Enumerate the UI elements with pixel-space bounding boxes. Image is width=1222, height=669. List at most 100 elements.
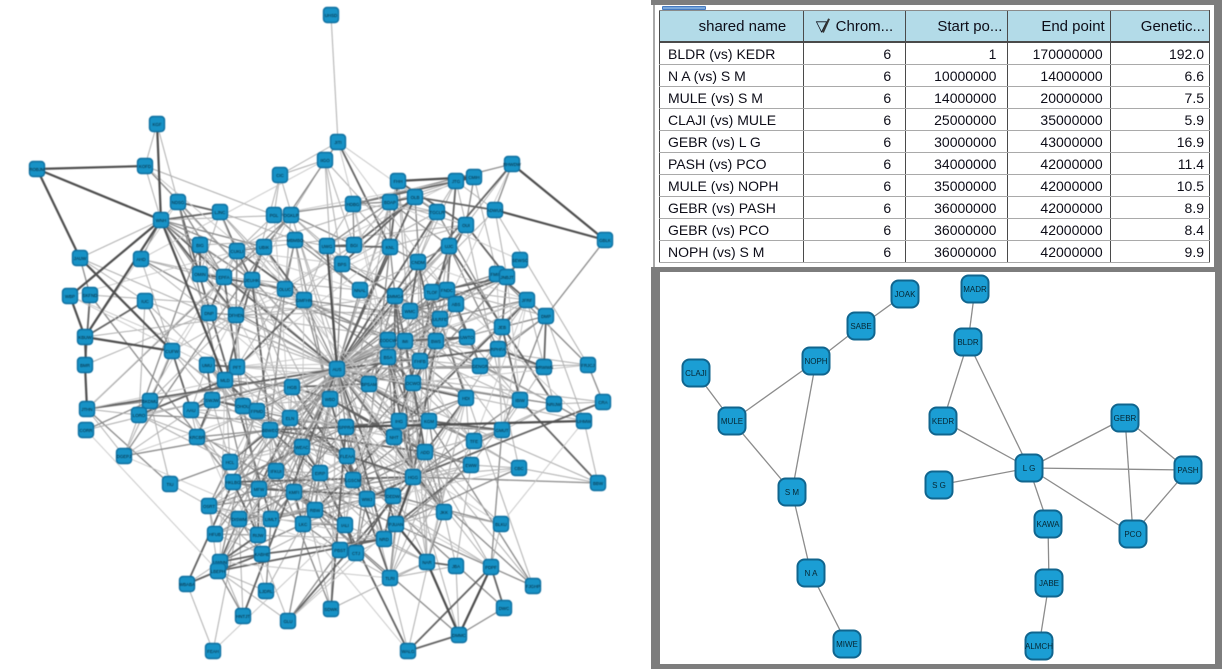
svg-text:UHMW: UHMW <box>577 419 592 424</box>
svg-text:GLU: GLU <box>283 619 292 624</box>
svg-text:OMIN: OMIN <box>194 272 205 277</box>
svg-text:FRJCJ: FRJCJ <box>581 363 594 368</box>
svg-text:GBLK: GBLK <box>599 238 611 243</box>
svg-text:TIU: TIU <box>166 482 173 487</box>
svg-text:TGCLR: TGCLR <box>430 210 445 215</box>
svg-text:WBABA: WBABA <box>179 582 195 587</box>
svg-text:BDAP: BDAP <box>384 200 396 205</box>
svg-text:NOPH: NOPH <box>804 357 827 366</box>
svg-text:CLAJI: CLAJI <box>685 369 707 378</box>
svg-text:S M: S M <box>785 488 800 497</box>
svg-text:DISWM: DISWM <box>231 517 246 522</box>
svg-text:DNP: DNP <box>204 311 213 316</box>
svg-text:WALG: WALG <box>402 649 415 654</box>
svg-text:ADWUU: ADWUU <box>487 208 504 213</box>
svg-text:OUI: OUI <box>462 223 470 228</box>
svg-text:NDSG: NDSG <box>172 200 185 205</box>
svg-text:FPMD: FPMD <box>251 409 263 414</box>
svg-text:FNDC: FNDC <box>441 288 453 293</box>
svg-text:MFW: MFW <box>254 487 265 492</box>
svg-text:FLEAA: FLEAA <box>340 454 354 459</box>
svg-text:CBC: CBC <box>514 466 523 471</box>
svg-text:EIRP: EIRP <box>315 471 325 476</box>
svg-text:ULRFE: ULRFE <box>433 317 447 322</box>
svg-text:OFHEN: OFHEN <box>228 313 243 318</box>
svg-text:NNAL: NNAL <box>354 288 366 293</box>
svg-text:DMMC: DMMC <box>452 633 466 638</box>
svg-text:DMP: DMP <box>541 314 551 319</box>
svg-text:LBEPH: LBEPH <box>211 569 225 574</box>
svg-text:PASH: PASH <box>1177 466 1198 475</box>
svg-text:HGB: HGB <box>287 385 297 390</box>
svg-text:CIC: CIC <box>276 173 284 178</box>
svg-text:TLRI: TLRI <box>385 576 395 581</box>
svg-text:PJUAN: PJUAN <box>389 522 403 527</box>
svg-text:OCWO: OCWO <box>406 381 421 386</box>
svg-text:OHOU: OHOU <box>236 404 249 409</box>
svg-text:GEBR: GEBR <box>1114 414 1137 423</box>
svg-text:BMR: BMR <box>80 363 90 368</box>
svg-text:ROBJM: ROBJM <box>29 167 45 172</box>
svg-text:JKK: JKK <box>440 510 448 515</box>
svg-text:HDBG: HDBG <box>347 202 360 207</box>
svg-text:BPSAM: BPSAM <box>361 382 377 387</box>
svg-text:LJDRL: LJDRL <box>259 589 273 594</box>
svg-text:JFRF: JFRF <box>522 298 533 303</box>
svg-text:SKFND: SKFND <box>83 293 98 298</box>
svg-text:LORO: LORO <box>133 413 146 418</box>
svg-text:CUKLI: CUKLI <box>231 249 244 254</box>
svg-text:LJNC: LJNC <box>215 210 226 215</box>
svg-text:OGKLP: OGKLP <box>283 213 298 218</box>
svg-text:GMMGA: GMMGA <box>386 294 403 299</box>
svg-text:KGM: KGM <box>424 419 434 424</box>
svg-text:KAWA: KAWA <box>1037 520 1061 529</box>
svg-text:NAR: NAR <box>422 560 431 565</box>
svg-text:BKDMU: BKDMU <box>142 399 158 404</box>
svg-text:WEAC: WEAC <box>295 445 308 450</box>
svg-text:IHG: IHG <box>395 419 403 424</box>
svg-text:TLOF: TLOF <box>426 290 438 295</box>
svg-text:UMU: UMU <box>202 363 212 368</box>
svg-text:RIJW: RIJW <box>253 533 265 538</box>
svg-text:JEB: JEB <box>498 325 506 330</box>
svg-text:RBW: RBW <box>310 508 321 513</box>
svg-text:RPHFA: RPHFA <box>491 347 506 352</box>
svg-text:HGG: HGG <box>408 475 419 480</box>
svg-text:CUFW: CUFW <box>165 349 179 354</box>
svg-text:PBST: PBST <box>334 548 346 553</box>
svg-text:N A: N A <box>805 569 819 578</box>
svg-text:JTG: JTG <box>452 179 461 184</box>
svg-text:MBMBO: MBMBO <box>287 238 304 243</box>
svg-text:ALMCH: ALMCH <box>1025 642 1053 651</box>
svg-text:BIG: BIG <box>196 243 204 248</box>
svg-text:LKC: LKC <box>299 522 308 527</box>
svg-text:DGEPJ: DGEPJ <box>117 454 132 459</box>
svg-text:IUC: IUC <box>141 299 149 304</box>
svg-text:BGI: BGI <box>350 243 358 248</box>
svg-text:KOFD: KOFD <box>139 164 151 169</box>
svg-text:JEUHK: JEUHK <box>245 278 259 283</box>
svg-text:GMFHN: GMFHN <box>296 298 312 303</box>
svg-text:JABE: JABE <box>1039 579 1059 588</box>
svg-text:ABS: ABS <box>452 302 461 307</box>
svg-text:GMUT: GMUT <box>496 428 509 433</box>
svg-text:BBWEC: BBWEC <box>262 428 278 433</box>
svg-text:WBP: WBP <box>65 294 75 299</box>
svg-text:AAU: AAU <box>186 408 195 413</box>
svg-text:IALI: IALI <box>341 523 349 528</box>
svg-text:BPS: BPS <box>338 262 347 267</box>
svg-text:IBIW: IBIW <box>515 398 525 403</box>
svg-text:WWJ: WWJ <box>362 497 372 502</box>
svg-text:KEDR: KEDR <box>932 417 954 426</box>
svg-text:KRCBR: KRCBR <box>189 435 204 440</box>
svg-text:EPFA: EPFA <box>218 275 229 280</box>
svg-text:KBUW: KBUW <box>78 335 92 340</box>
svg-text:UWNN: UWNN <box>213 560 227 565</box>
svg-text:SEWSC: SEWSC <box>512 258 528 263</box>
svg-text:PGL: PGL <box>270 213 279 218</box>
svg-text:FEAH: FEAH <box>207 649 219 654</box>
svg-text:TFE: TFE <box>470 439 478 444</box>
svg-text:WBD: WBD <box>325 397 335 402</box>
svg-text:MADR: MADR <box>963 285 987 294</box>
svg-text:PFT: PFT <box>233 365 242 370</box>
